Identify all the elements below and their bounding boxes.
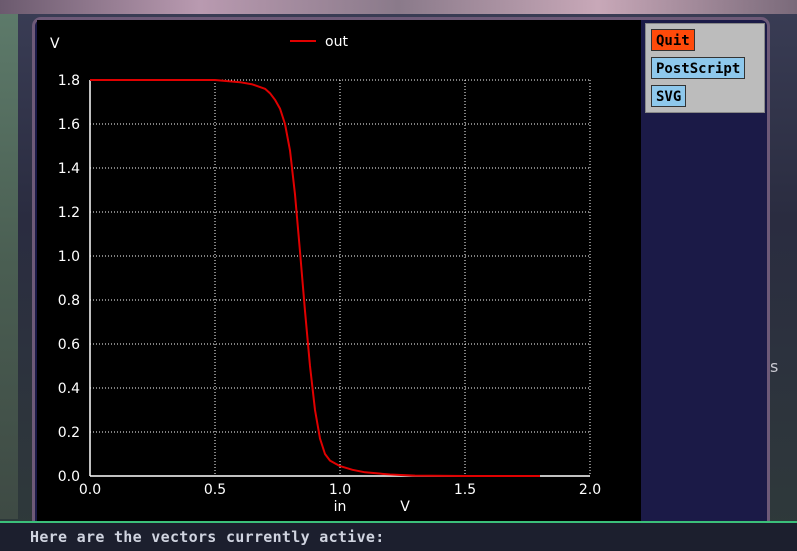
y-unit-label: V [50, 36, 60, 52]
x-axis-label: in [334, 499, 347, 515]
line-chart: 0.0 0.5 1.0 1.5 2.0 0.0 0.2 0.4 0.6 0.8 1.0 1.2 1.4 1… [37, 20, 641, 524]
plot-canvas: 0.0 0.5 1.0 1.5 2.0 0.0 0.2 0.4 0.6 0.8 1.0 1.2 1.4 1… [37, 20, 641, 524]
x-tick-label: 1.0 [329, 482, 351, 498]
y-tick-label: 1.4 [58, 161, 80, 177]
y-tick-label: 0.2 [58, 425, 80, 441]
x-tick-label: 1.5 [454, 482, 476, 498]
button-panel: Quit PostScript SVG [645, 23, 765, 113]
desktop-left-strip [0, 14, 18, 519]
y-tick-label: 1.2 [58, 205, 80, 221]
quit-button[interactable]: Quit [651, 29, 695, 51]
y-tick-label: 0.6 [58, 337, 80, 353]
x-unit-label: V [400, 499, 410, 515]
desktop-top-strip [0, 0, 797, 14]
terminal-output-line: Here are the vectors currently active: [30, 528, 385, 546]
y-tick-label: 1.8 [58, 73, 80, 89]
postscript-button[interactable]: PostScript [651, 57, 745, 79]
background-text: s [770, 357, 778, 376]
y-tick-label: 1.0 [58, 249, 80, 265]
y-tick-label: 1.6 [58, 117, 80, 133]
svg-button[interactable]: SVG [651, 85, 686, 107]
x-tick-label: 2.0 [579, 482, 601, 498]
x-tick-label: 0.0 [79, 482, 101, 498]
y-tick-label: 0.8 [58, 293, 80, 309]
legend-label: out [325, 34, 348, 50]
series-line-out [90, 80, 540, 476]
y-tick-label: 0.0 [58, 469, 80, 485]
y-tick-label: 0.4 [58, 381, 80, 397]
x-tick-label: 0.5 [204, 482, 226, 498]
